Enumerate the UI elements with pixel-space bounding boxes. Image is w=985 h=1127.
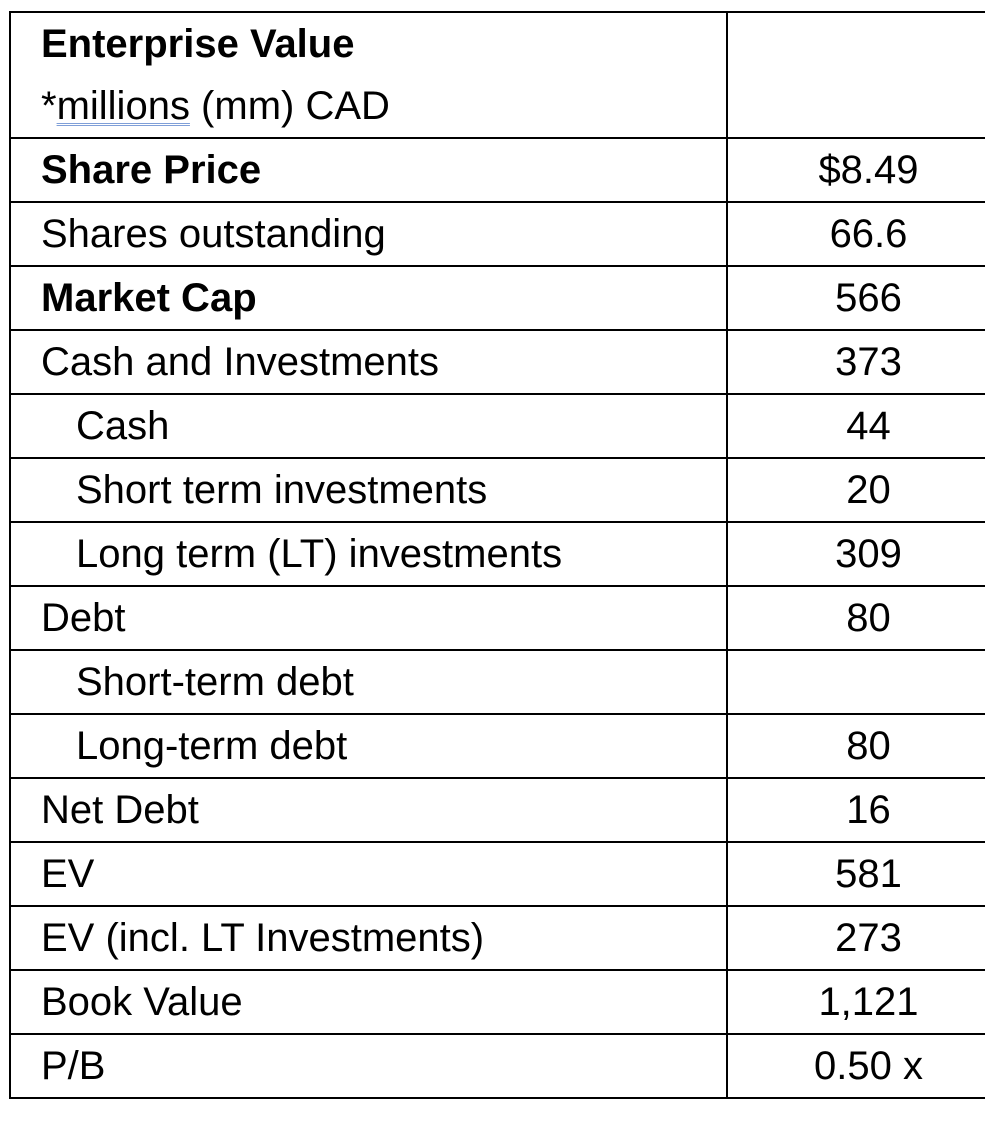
table-header-row: Enterprise Value *millions (mm) CAD xyxy=(9,11,985,139)
row-value: 309 xyxy=(726,521,985,587)
table-row: EV (incl. LT Investments) 273 xyxy=(9,905,985,971)
row-value: 80 xyxy=(726,585,985,651)
row-value: 566 xyxy=(726,265,985,331)
table-row: Short term investments 20 xyxy=(9,457,985,523)
units-underlined-word: millions xyxy=(56,84,190,128)
header-value-cell xyxy=(726,11,985,139)
row-label: EV (incl. LT Investments) xyxy=(9,905,728,971)
row-label: Net Debt xyxy=(9,777,728,843)
table-title: Enterprise Value xyxy=(41,22,355,66)
row-value xyxy=(726,649,985,715)
table-row: Market Cap 566 xyxy=(9,265,985,331)
row-label: P/B xyxy=(9,1033,728,1099)
row-label: Market Cap xyxy=(9,265,728,331)
table-row: EV 581 xyxy=(9,841,985,907)
row-label: Long-term debt xyxy=(9,713,728,779)
row-value: 1,121 xyxy=(726,969,985,1035)
table-row: Net Debt 16 xyxy=(9,777,985,843)
row-value: 373 xyxy=(726,329,985,395)
table-row: Share Price $8.49 xyxy=(9,137,985,203)
table-row: Shares outstanding 66.6 xyxy=(9,201,985,267)
row-value: 273 xyxy=(726,905,985,971)
table-row: Book Value 1,121 xyxy=(9,969,985,1035)
table-row: Debt 80 xyxy=(9,585,985,651)
table-row: Long-term debt 80 xyxy=(9,713,985,779)
table-row: Short-term debt xyxy=(9,649,985,715)
units-suffix: (mm) CAD xyxy=(189,84,390,128)
row-label: Cash and Investments xyxy=(9,329,728,395)
table-row: Long term (LT) investments 309 xyxy=(9,521,985,587)
row-value: 581 xyxy=(726,841,985,907)
row-value: $8.49 xyxy=(726,137,985,203)
row-value: 20 xyxy=(726,457,985,523)
row-label: Book Value xyxy=(9,969,728,1035)
row-label: Shares outstanding xyxy=(9,201,728,267)
units-prefix: * xyxy=(41,84,57,128)
table-row: P/B 0.50 x xyxy=(9,1033,985,1099)
row-value: 80 xyxy=(726,713,985,779)
row-value: 16 xyxy=(726,777,985,843)
row-value: 66.6 xyxy=(726,201,985,267)
row-label: Short term investments xyxy=(9,457,728,523)
row-label: Share Price xyxy=(9,137,728,203)
table-row: Cash and Investments 373 xyxy=(9,329,985,395)
header-label-cell: Enterprise Value *millions (mm) CAD xyxy=(9,11,728,139)
row-value: 44 xyxy=(726,393,985,459)
row-label: Long term (LT) investments xyxy=(9,521,728,587)
table-row: Cash 44 xyxy=(9,393,985,459)
row-label: Short-term debt xyxy=(9,649,728,715)
row-label: Cash xyxy=(9,393,728,459)
enterprise-value-table: Enterprise Value *millions (mm) CAD Shar… xyxy=(9,11,985,1099)
row-label: Debt xyxy=(9,585,728,651)
table-units-note: *millions (mm) CAD xyxy=(41,75,725,136)
row-label: EV xyxy=(9,841,728,907)
row-value: 0.50 x xyxy=(726,1033,985,1099)
